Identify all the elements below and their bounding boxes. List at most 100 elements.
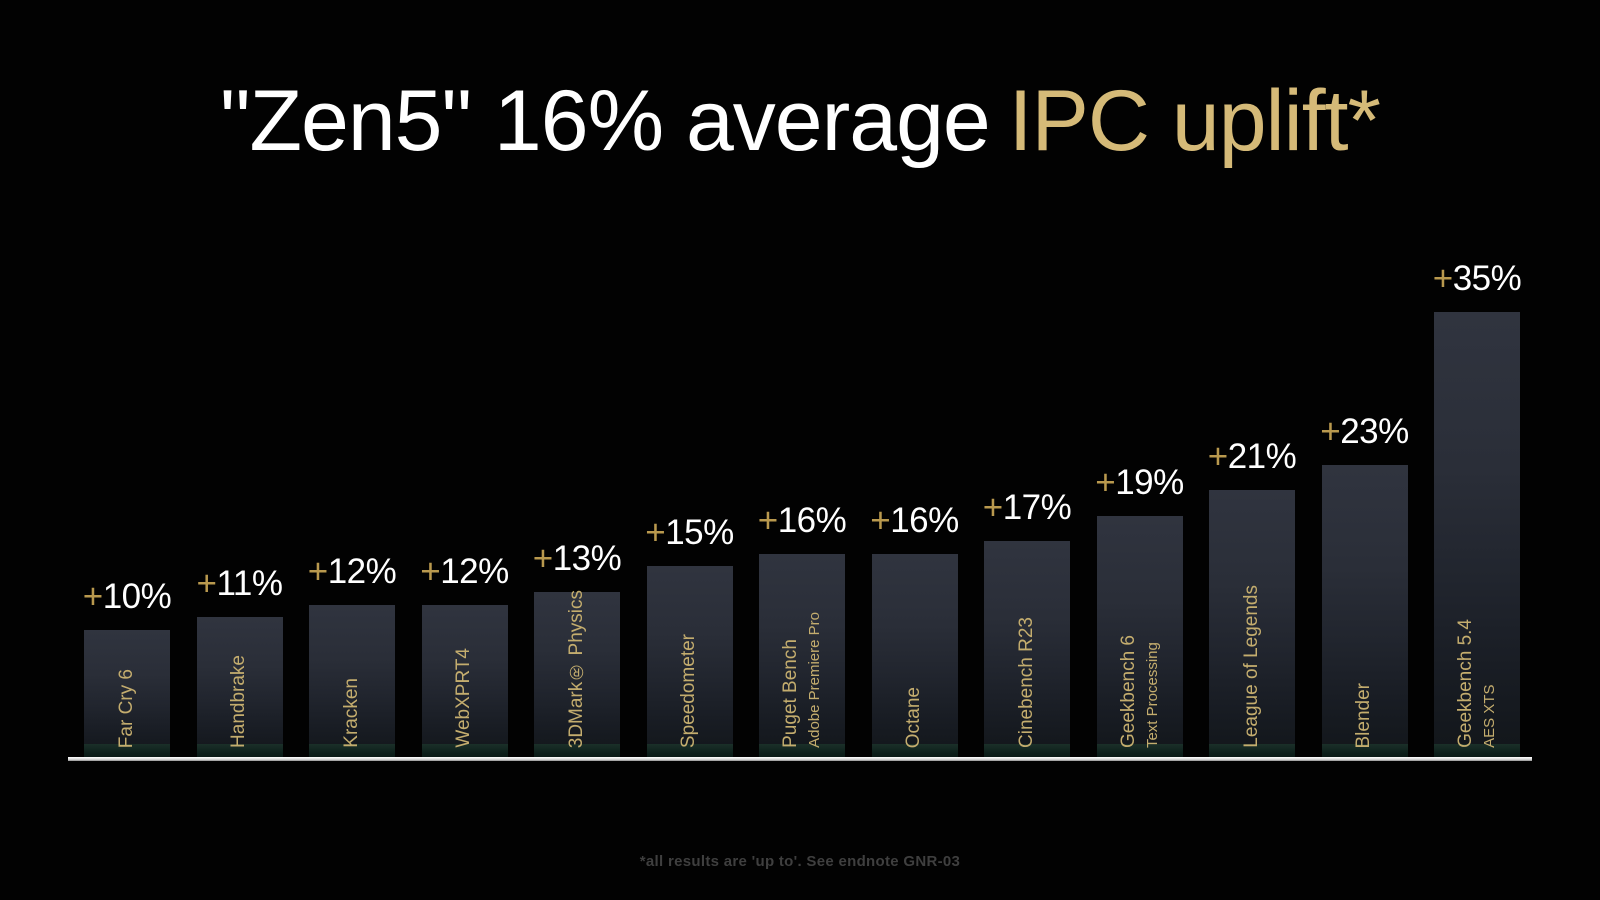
- bar-category-label: League of Legends: [1241, 585, 1264, 748]
- slide-title-gold-text: IPC uplift*: [1008, 73, 1381, 169]
- bar-category-name: Geekbench 6: [1117, 634, 1139, 748]
- bar-category-name: WebXPRT4: [453, 648, 475, 748]
- bar-category-name: Speedometer: [678, 633, 700, 748]
- bar-puget-bench: Puget Bench Adobe Premiere Pro: [759, 554, 845, 757]
- bar-category-name: Octane: [903, 686, 925, 748]
- bar-value-label: +15%: [645, 513, 734, 553]
- bar-category-name: Geekbench 5.4: [1455, 619, 1477, 748]
- bar-column-3dmark-physics: +13% 3DMark® Physics: [533, 539, 622, 757]
- bar-value-label: +23%: [1320, 412, 1409, 452]
- bar-category-name: Far Cry 6: [115, 668, 137, 748]
- value-percent: 16%: [777, 501, 847, 540]
- bar-category-subtitle: Text Processing: [1143, 642, 1161, 748]
- bar-category-label: Geekbench 6 Text Processing: [1118, 635, 1162, 748]
- bar-speedometer: Speedometer: [646, 566, 733, 757]
- bar-category-label: Far Cry 6: [116, 669, 139, 748]
- bar-value-label: +12%: [308, 552, 397, 592]
- plus-sign: +: [982, 488, 1003, 527]
- bar-value-label: +13%: [533, 539, 622, 579]
- bar-column-blender: +23% Blender: [1320, 412, 1409, 757]
- plus-sign: +: [420, 552, 441, 591]
- slide-title: "Zen5" 16% average IPC uplift*: [0, 74, 1600, 169]
- bar-category-label: 3DMark® Physics: [566, 590, 589, 748]
- bar-category-label: Handbrake: [228, 655, 251, 748]
- bar-value-label: +10%: [83, 577, 172, 617]
- bar-value-label: +16%: [870, 501, 959, 541]
- bar-label-wrap: Speedometer: [647, 634, 733, 748]
- bar-category-name: 3DMark® Physics: [565, 589, 587, 748]
- footnote-text: *all results are 'up to'. See endnote GN…: [639, 853, 961, 870]
- bar-column-geekbench-6: +19% Geekbench 6 Text Processing: [1095, 463, 1184, 757]
- bar-category-label: Geekbench 5.4 AES XTS: [1455, 619, 1499, 748]
- plus-sign: +: [1095, 463, 1116, 502]
- value-percent: 12%: [327, 552, 397, 591]
- bar-column-octane: +16% Octane: [870, 501, 959, 757]
- bar-label-wrap: Kracken: [309, 678, 395, 748]
- plus-sign: +: [645, 513, 666, 552]
- bar-category-label: Puget Bench Adobe Premiere Pro: [780, 612, 824, 748]
- bar-category-name: Kracken: [340, 678, 362, 748]
- bar-value-label: +17%: [983, 488, 1072, 528]
- value-percent: 35%: [1452, 259, 1522, 298]
- bar-category-label: WebXPRT4: [453, 648, 476, 748]
- bar-column-far-cry-6: +10% Far Cry 6: [83, 577, 172, 757]
- bar-value-label: +12%: [420, 552, 509, 592]
- value-percent: 21%: [1227, 437, 1297, 476]
- bar-category-label: Blender: [1353, 683, 1376, 749]
- bar-category-label: Cinebench R23: [1016, 617, 1039, 748]
- bar-3dmark-physics: 3DMark® Physics: [534, 590, 620, 757]
- plus-sign: +: [307, 552, 328, 591]
- value-percent: 15%: [665, 513, 734, 552]
- bar-label-wrap: Far Cry 6: [84, 669, 170, 748]
- bar-column-league-of-legends: +21% League of Legends: [1208, 437, 1297, 757]
- plus-sign: +: [196, 564, 217, 603]
- plus-sign: +: [1432, 259, 1453, 298]
- bar-column-kracken: +12% Kracken: [308, 552, 397, 757]
- bar-league-of-legends: League of Legends: [1209, 490, 1295, 757]
- value-percent: 19%: [1115, 463, 1184, 502]
- bar-octane: Octane: [871, 554, 958, 757]
- bar-column-webxprt4: +12% WebXPRT4: [420, 552, 509, 757]
- bar-label-wrap: Geekbench 6 Text Processing: [1097, 635, 1183, 748]
- bar-category-label: Speedometer: [678, 634, 701, 748]
- bar-category-subtitle: Adobe Premiere Pro: [805, 612, 823, 748]
- plus-sign: +: [870, 501, 891, 540]
- bar-label-wrap: Puget Bench Adobe Premiere Pro: [759, 612, 845, 748]
- bar-category-name: League of Legends: [1240, 585, 1262, 748]
- value-percent: 10%: [102, 577, 172, 616]
- value-percent: 16%: [890, 501, 959, 540]
- bar-label-wrap: WebXPRT4: [422, 648, 508, 748]
- plus-sign: +: [82, 577, 103, 616]
- bar-far-cry-6: Far Cry 6: [84, 630, 170, 757]
- plus-sign: +: [532, 539, 553, 578]
- bar-category-name: Handbrake: [228, 655, 250, 748]
- plus-sign: +: [1207, 437, 1228, 476]
- value-percent: 11%: [216, 564, 283, 603]
- bar-category-name: Blender: [1353, 682, 1375, 749]
- value-percent: 23%: [1340, 412, 1409, 451]
- bar-value-label: +21%: [1208, 437, 1297, 477]
- bar-category-label: Octane: [903, 687, 926, 748]
- bar-column-geekbench-5-4: +35% Geekbench 5.4 AES XTS: [1432, 259, 1522, 757]
- bar-label-wrap: Octane: [872, 687, 958, 748]
- bar-category-label: Kracken: [341, 678, 364, 748]
- bar-cinebench-r23: Cinebench R23: [984, 541, 1070, 757]
- bar-kracken: Kracken: [309, 605, 395, 757]
- bar-label-wrap: Cinebench R23: [984, 617, 1070, 748]
- bar-label-wrap: Blender: [1322, 683, 1408, 749]
- bar-column-speedometer: +15% Speedometer: [645, 513, 734, 757]
- bar-value-label: +11%: [197, 564, 283, 604]
- bar-label-wrap: 3DMark® Physics: [534, 590, 620, 748]
- value-percent: 17%: [1002, 488, 1072, 527]
- bar-label-wrap: League of Legends: [1209, 585, 1295, 748]
- plus-sign: +: [757, 501, 778, 540]
- value-percent: 12%: [440, 552, 509, 591]
- bar-value-label: +19%: [1095, 463, 1184, 503]
- bar-column-handbrake: +11% Handbrake: [196, 564, 283, 757]
- bar-label-wrap: Geekbench 5.4 AES XTS: [1434, 619, 1520, 748]
- bar-column-puget-bench: +16% Puget Bench Adobe Premiere Pro: [758, 501, 847, 757]
- bar-value-label: +16%: [758, 501, 847, 541]
- bar-label-wrap: Handbrake: [197, 655, 283, 748]
